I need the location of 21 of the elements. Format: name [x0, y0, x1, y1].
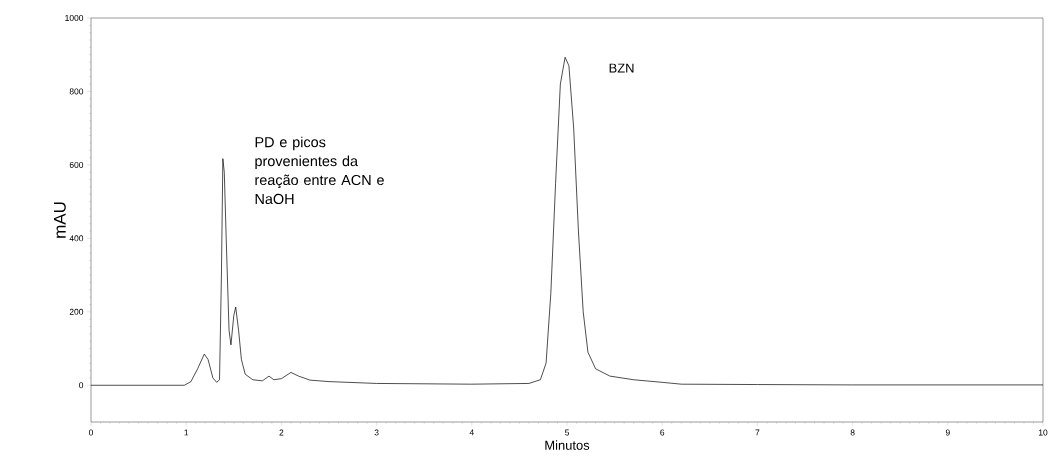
x-tick-label: 4 — [469, 429, 474, 436]
x-tick-label: 1 — [184, 429, 189, 436]
x-tick-label: 2 — [279, 429, 284, 436]
x-tick-label: 3 — [374, 429, 379, 436]
y-tick-label: 400 — [69, 235, 84, 242]
y-tick-label: 200 — [69, 308, 84, 315]
x-tick-label: 6 — [660, 429, 665, 436]
y-axis-title: mAU — [53, 202, 66, 238]
x-tick-label: 0 — [88, 429, 94, 436]
x-tick-label: 7 — [755, 429, 760, 436]
x-tick-label: 10 — [1038, 429, 1048, 436]
annotation: BZN — [609, 63, 634, 73]
y-tick-label: 0 — [79, 382, 84, 389]
x-tick-label: 9 — [945, 429, 950, 436]
x-tick-label: 8 — [850, 429, 855, 436]
annotation: PD e picos provenientes da reação entre ACN e NaOH — [255, 136, 384, 205]
y-tick-label: 600 — [69, 161, 84, 168]
y-tick-label: 800 — [69, 88, 84, 95]
x-tick-label: 5 — [565, 429, 570, 436]
y-tick-label: 1000 — [65, 15, 84, 21]
x-axis-title: Minutos — [545, 440, 590, 450]
